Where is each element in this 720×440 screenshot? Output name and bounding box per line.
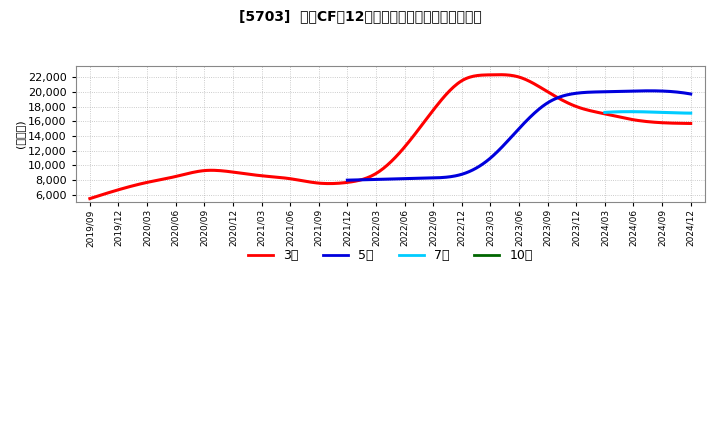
- Y-axis label: (百万円): (百万円): [15, 120, 25, 148]
- Text: [5703]  営業CFの12か月移動合計の標準偏差の推移: [5703] 営業CFの12か月移動合計の標準偏差の推移: [238, 9, 482, 23]
- Legend: 3年, 5年, 7年, 10年: 3年, 5年, 7年, 10年: [243, 244, 538, 267]
